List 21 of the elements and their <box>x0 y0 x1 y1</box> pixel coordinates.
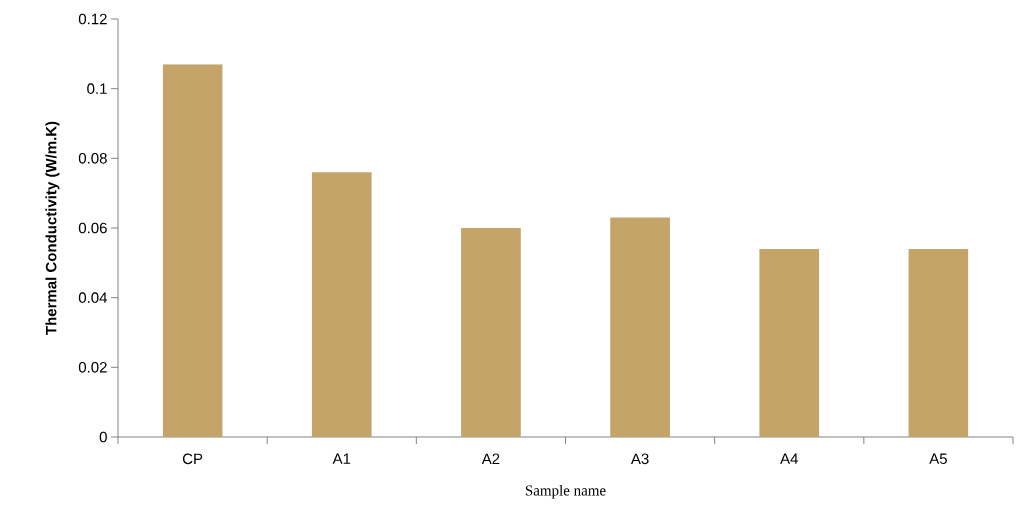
bar <box>610 217 670 437</box>
x-axis-title: Sample name <box>525 485 606 499</box>
x-tick-label: A5 <box>929 453 947 464</box>
y-tick-label: 0.06 <box>78 222 107 234</box>
y-tick-label: 0.02 <box>78 362 107 373</box>
y-tick-label: 0 <box>99 431 107 443</box>
y-tick-label: 0.08 <box>78 153 107 164</box>
y-tick-label: 0.12 <box>78 13 107 25</box>
x-tick-label: A3 <box>630 453 649 465</box>
bar <box>759 248 820 437</box>
x-tick-label: A1 <box>332 453 351 464</box>
bar <box>461 227 521 437</box>
bar <box>162 64 223 437</box>
x-tick-label: A2 <box>481 453 500 464</box>
x-tick-label: A4 <box>780 453 798 464</box>
bar <box>908 248 969 437</box>
bar <box>311 172 372 437</box>
y-tick-label: 0.04 <box>78 292 108 303</box>
y-tick-label: 0.1 <box>87 83 107 94</box>
x-tick-label: CP <box>182 453 203 465</box>
y-axis-title: Thermal Conductivity (W/m.K) <box>45 121 60 335</box>
